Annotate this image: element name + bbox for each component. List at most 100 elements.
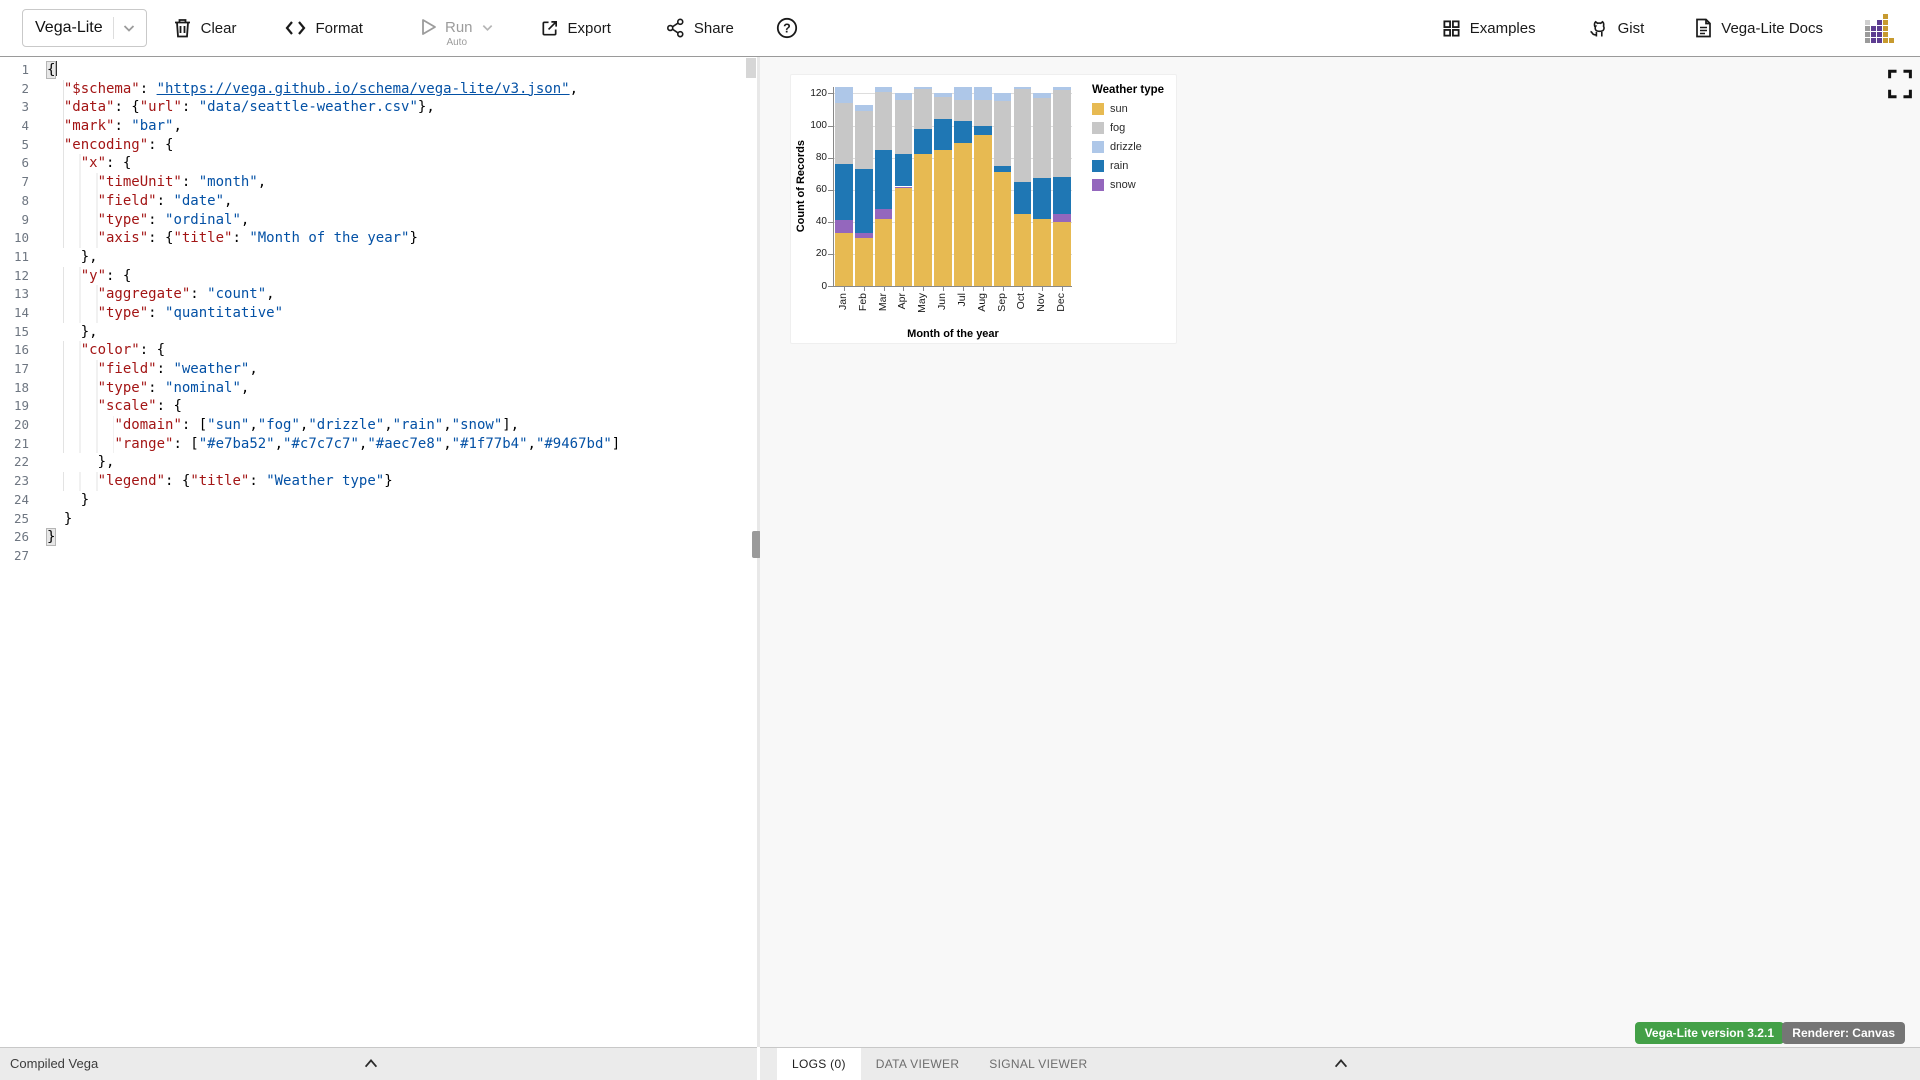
export-button[interactable]: Export: [540, 19, 611, 38]
code-text: "aggregate": "count",: [29, 285, 275, 304]
code-text: "y": {: [29, 266, 131, 286]
docs-button[interactable]: Vega-Lite Docs: [1695, 18, 1823, 38]
code-text: "type": "quantitative": [29, 303, 283, 323]
bar-segment: [874, 91, 893, 150]
bar-segment: [894, 188, 913, 286]
bar-segment: [954, 99, 972, 121]
bar-segment: [1013, 87, 1032, 89]
legend-label: rain: [1110, 160, 1129, 172]
gridline: [834, 157, 1072, 159]
help-button[interactable]: ?: [776, 17, 798, 39]
line-number: 19: [13, 398, 29, 414]
x-tick: [943, 286, 945, 291]
export-label: Export: [567, 19, 611, 37]
x-tick-label: Sep: [995, 293, 1008, 312]
y-tick-label: 0: [821, 280, 827, 292]
bar-segment: [1053, 90, 1071, 177]
document-icon: [1696, 18, 1712, 38]
splitter-grip[interactable]: [752, 531, 761, 558]
x-tick-label: Nov: [1035, 293, 1048, 312]
editor-line: 26}: [0, 528, 757, 547]
trash-icon: [174, 19, 190, 38]
x-tick-label: Apr: [896, 293, 909, 310]
bar-segment: [1013, 181, 1032, 214]
x-tick: [1002, 286, 1004, 291]
gist-button[interactable]: Gist: [1589, 18, 1645, 39]
code-text: "timeUnit": "month",: [29, 173, 266, 192]
x-tick-label: Jun: [936, 293, 949, 310]
line-number: 25: [13, 510, 29, 526]
editor-line: 23 "legend": {"title": "Weather type"}: [0, 472, 757, 491]
y-tick: [828, 253, 833, 255]
share-button[interactable]: Share: [666, 18, 734, 38]
share-icon: [666, 18, 684, 38]
bar-segment: [993, 165, 1012, 173]
line-number: 9: [21, 211, 29, 227]
x-tick: [863, 286, 865, 291]
examples-button[interactable]: Examples: [1442, 19, 1536, 38]
bar-segment: [914, 88, 933, 129]
bar-segment: [973, 125, 992, 136]
editor-line: 13 "aggregate": "count",: [0, 285, 757, 304]
code-text: },: [47, 248, 98, 265]
chevron-down-icon: [123, 25, 134, 32]
bar-segment: [835, 87, 853, 104]
bar-segment: [1033, 93, 1052, 99]
chevron-up-icon[interactable]: [362, 1055, 380, 1073]
bottom-panel-bar: LOGS (0) DATA VIEWER SIGNAL VIEWER: [760, 1047, 1920, 1080]
code-text: {: [45, 61, 57, 79]
x-tick: [962, 286, 964, 291]
version-badge[interactable]: Vega-Lite version 3.2.1: [1634, 1022, 1784, 1044]
y-axis-line: [833, 87, 834, 286]
bottom-tabs: LOGS (0) DATA VIEWER SIGNAL VIEWER: [760, 1048, 1920, 1080]
x-tick: [1022, 286, 1024, 291]
x-tick-label: Jan: [836, 293, 849, 310]
code-text: "field": "weather",: [29, 360, 258, 379]
tab-logs[interactable]: LOGS (0): [777, 1048, 861, 1080]
chevron-up-icon[interactable]: [1332, 1055, 1350, 1073]
clear-button[interactable]: Clear: [173, 18, 237, 38]
bar-segment: [874, 87, 893, 92]
legend-swatch: [1092, 141, 1104, 153]
code-editor[interactable]: 1{2 "$schema": "https://vega.github.io/sc…: [0, 57, 757, 1047]
gist-label: Gist: [1617, 19, 1645, 37]
overview-ruler-marker: [746, 58, 756, 78]
clear-label: Clear: [200, 19, 237, 37]
line-number: 8: [21, 192, 29, 208]
legend-label: sun: [1110, 103, 1128, 115]
bar-segment: [1053, 213, 1071, 222]
line-number: 7: [21, 174, 29, 190]
grid-icon: [1443, 19, 1460, 37]
svg-text:?: ?: [783, 22, 791, 36]
bar-segment: [835, 233, 853, 286]
editor-line: 21 "range": ["#e7ba52","#c7c7c7","#aec7e8…: [0, 434, 757, 454]
line-number: 24: [13, 491, 29, 507]
legend-entry: snow: [1092, 179, 1164, 191]
renderer-badge[interactable]: Renderer: Canvas: [1782, 1022, 1905, 1044]
run-button[interactable]: Run Auto: [420, 18, 494, 48]
x-tick: [923, 286, 925, 291]
idl-logo[interactable]: [1865, 13, 1894, 43]
y-tick: [828, 286, 833, 287]
bar-segment: [1033, 178, 1052, 219]
compiled-vega-bar[interactable]: Compiled Vega: [0, 1047, 757, 1080]
chevron-down-icon[interactable]: [481, 21, 494, 34]
x-tick-label: Mar: [876, 293, 889, 312]
bar-segment: [874, 149, 893, 209]
plot-area: 0 20 40 60 80 100 120 Jan Feb Mar Apr May Jun Jul Aug S…: [810, 87, 1072, 313]
format-button[interactable]: Format: [285, 20, 363, 37]
line-number: 27: [13, 547, 29, 563]
bar-segment: [835, 103, 853, 165]
bar-segment: [894, 93, 913, 100]
bar-segment: [854, 233, 873, 238]
code-lines: 1{2 "$schema": "https://vega.github.io/sc…: [0, 61, 757, 566]
mode-select[interactable]: Vega-Lite: [22, 9, 147, 47]
editor-line: 4 "mark": "bar",: [0, 117, 757, 136]
code-text: "$schema": "https://vega.github.io/schem…: [29, 79, 578, 99]
fullscreen-icon[interactable]: [1887, 69, 1913, 99]
tab-signal-viewer[interactable]: SIGNAL VIEWER: [989, 1057, 1088, 1071]
tab-data-viewer[interactable]: DATA VIEWER: [875, 1057, 960, 1071]
legend-entry: fog: [1092, 122, 1164, 134]
code-text: "color": {: [29, 341, 165, 360]
